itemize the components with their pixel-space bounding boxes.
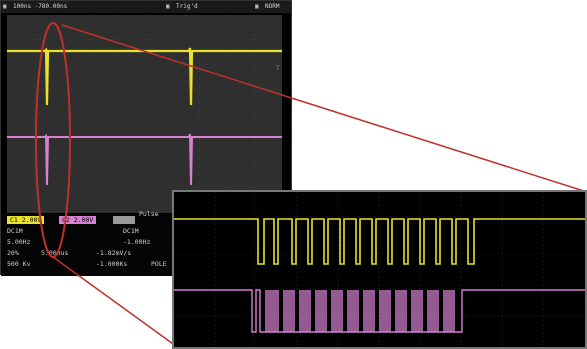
time-base-readout: 100ns -780.00ns [13, 3, 68, 10]
ch1-scale[interactable]: C1 2.00V [7, 216, 45, 224]
callout-line-top [61, 24, 587, 193]
zoom-ch2-trace [174, 289, 585, 333]
zoom-window [172, 190, 587, 349]
trigger-type: Pulse [139, 210, 159, 218]
mode-icon: ▣ [255, 3, 259, 10]
readout-f: POLE [151, 260, 167, 268]
readout-e: -1.000Ks [96, 260, 128, 268]
waveform-grid: T [7, 15, 282, 213]
ch3-scale[interactable] [113, 216, 135, 224]
svg-text:T: T [276, 65, 280, 72]
trigger-icon: ▣ [166, 3, 170, 10]
readout-b: 5.000us [41, 249, 69, 257]
callout-line-bottom [52, 256, 181, 349]
menu-icon[interactable]: ▣ [3, 3, 7, 10]
acquire-mode: NORM [265, 3, 280, 10]
ch2-scale[interactable]: C2 2.00V [59, 216, 97, 224]
ch2-bandwidth: -1.00Hz [123, 238, 151, 246]
waveform-display: T [7, 15, 282, 213]
ch1-coupling: DC1M [7, 227, 23, 235]
readout-c: -1.82mV/s [96, 249, 132, 257]
zoom-waveform-display [174, 192, 585, 347]
ch2-coupling: DC1M [123, 227, 139, 235]
ch1-trace [7, 47, 282, 106]
ch1-bandwidth: 5.00Hz [7, 238, 31, 246]
ch2-trace [7, 133, 282, 186]
trigger-status: Trig'd [176, 3, 198, 10]
zoom-ch1-trace [174, 218, 585, 265]
scope-status-bar: ▣ 100ns -780.00ns ▣ Trig'd ▣ NORM [1, 1, 291, 13]
readout-a: 20% [7, 249, 19, 257]
highlight-ellipse [35, 22, 71, 258]
readout-d: 500 Kv [7, 260, 31, 268]
zoom-ch2-bursts [265, 290, 455, 332]
